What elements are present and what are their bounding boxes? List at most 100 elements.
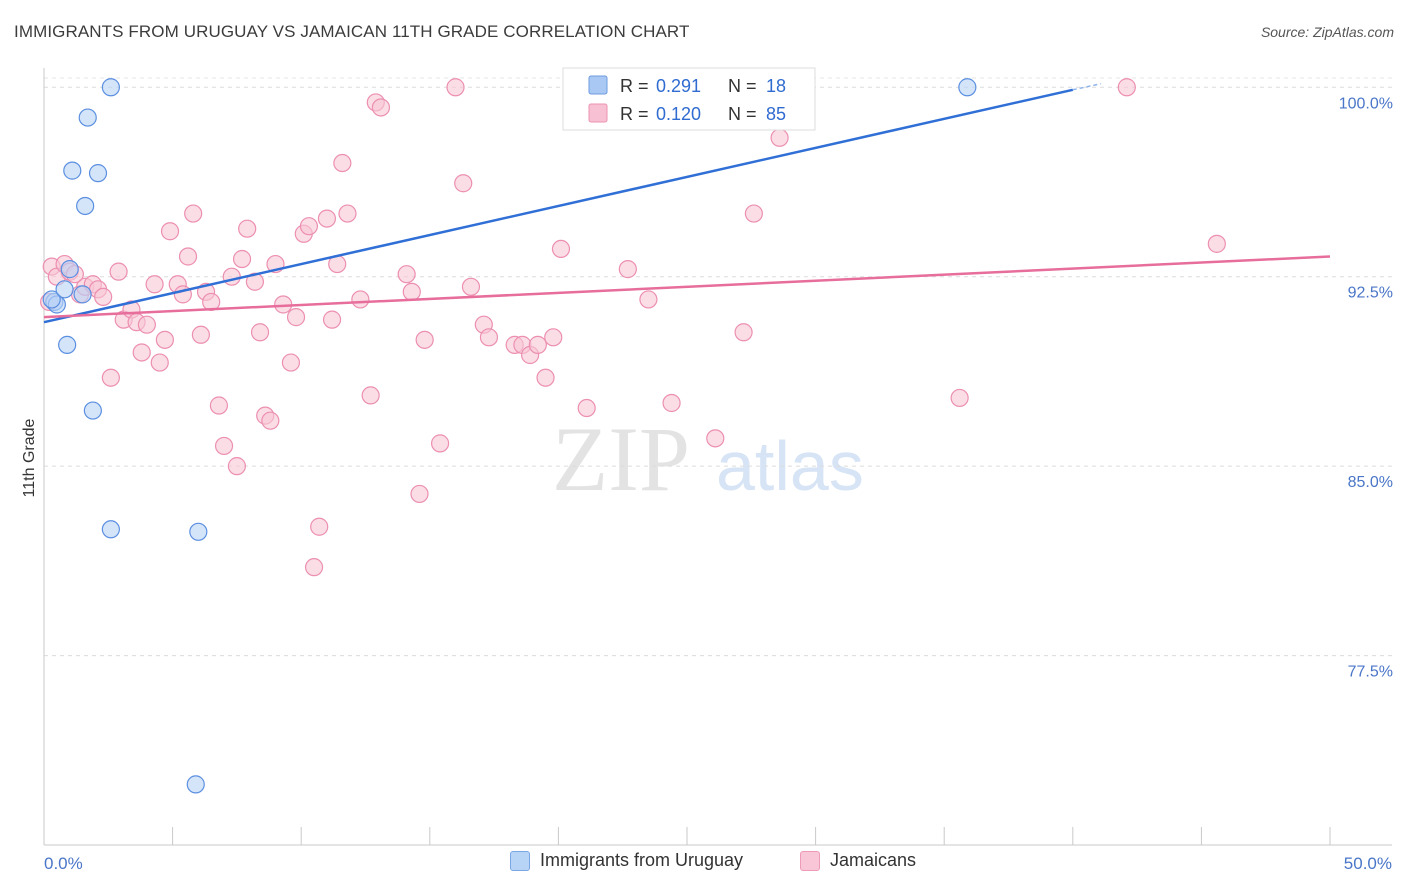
y-tick-label: 100.0% [1339,95,1393,112]
data-point [137,315,156,334]
y-tick-label: 77.5% [1348,664,1393,681]
data-point [454,174,473,193]
series-immigrants-from-uruguay [42,78,977,794]
data-point [55,280,74,299]
data-point [577,398,596,418]
data-point [63,161,82,180]
source-label: Source: ZipAtlas.com [1260,24,1394,40]
data-point [160,222,180,241]
watermark: ZIP atlas [552,408,864,510]
trend-lines [43,83,1331,324]
data-point [222,267,241,286]
data-point [94,287,113,306]
data-point [402,282,421,301]
legend-top-r-jamaicans: 0.120 [656,104,701,124]
data-point [310,517,329,536]
y-tick-label: 92.5% [1348,285,1393,302]
data-point [551,239,571,259]
legend-bottom-swatch-uruguay [510,850,530,871]
data-point [42,290,61,309]
data-point [101,368,120,387]
data-point [950,388,969,408]
data-point [461,277,481,296]
data-point [734,323,753,342]
data-point [227,457,246,476]
data-point [958,78,977,97]
data-point [178,247,198,266]
data-point [60,260,79,279]
data-point [706,429,725,448]
legend-top-n-jamaicans: 85 [766,104,786,124]
data-point [155,330,174,349]
data-point [479,328,499,347]
data-point [618,260,637,279]
data-point [299,217,319,236]
legend-top-r-label-uruguay: R = [620,76,649,96]
x-tick-label-max: 50.0% [1344,854,1392,873]
y-axis-title: 11th Grade [21,418,38,497]
data-point [415,330,434,349]
axes [43,68,1392,846]
legend-top-n-uruguay: 18 [766,76,786,96]
trend-line-extension [1072,83,1101,91]
data-point [430,434,450,453]
data-point [662,393,681,413]
data-point [338,204,357,223]
legend-bottom-item-uruguay[interactable]: Immigrants from Uruguay [510,850,743,871]
data-point [1117,78,1136,97]
data-point [101,520,120,539]
data-point [317,209,337,228]
data-point [214,436,234,456]
data-point [410,484,429,504]
data-point [286,308,306,327]
gridlines [44,77,1392,657]
data-point [770,128,789,147]
legend-top: R = 0.291 N = 18 R = 0.120 N = 85 [562,67,816,131]
data-point [304,558,324,577]
legend-bottom-label-uruguay: Immigrants from Uruguay [540,850,744,870]
watermark-zip: ZIP [552,408,690,510]
data-point [744,204,763,223]
legend-bottom-item-jamaicans[interactable]: Jamaicans [800,850,916,871]
legend-bottom-label-jamaicans: Jamaicans [830,850,917,870]
data-point [76,196,95,216]
legend-top-n-label-uruguay: N = [728,76,757,96]
legend-top-r-label-jamaicans: R = [620,104,649,124]
y-tick-labels: 77.5% 85.0% 92.5% 100.0% [1339,95,1393,680]
data-point [639,290,658,309]
data-point [78,108,97,127]
legend-top-swatch-uruguay [588,75,608,95]
data-point [132,343,151,362]
data-point [361,386,380,405]
legend-bottom-swatch-jamaicans [800,850,820,871]
data-point [189,522,208,541]
trend-line-jamaicans [43,255,1331,319]
data-point [261,411,280,430]
data-point [58,335,77,354]
x-tick-label-min: 0.0% [44,854,83,873]
data-point [150,353,169,372]
data-point [322,310,342,329]
data-point [333,153,352,173]
legend-top-r-uruguay: 0.291 [656,76,701,96]
data-point [88,164,108,183]
data-point [544,328,563,347]
data-point [371,98,391,117]
data-point [232,249,252,269]
data-point [238,219,257,238]
data-point [351,290,370,309]
data-point [281,353,301,372]
data-point [191,325,210,344]
data-point [83,401,102,420]
legend-top-swatch-jamaicans [588,103,608,123]
data-point [109,262,128,281]
data-point [1207,234,1226,253]
data-point [397,265,416,284]
chart-title: IMMIGRANTS FROM URUGUAY VS JAMAICAN 11TH… [14,22,690,41]
data-point [186,775,205,794]
data-point [145,275,164,294]
data-point [184,204,203,223]
data-point [209,396,228,415]
data-point [250,323,270,342]
